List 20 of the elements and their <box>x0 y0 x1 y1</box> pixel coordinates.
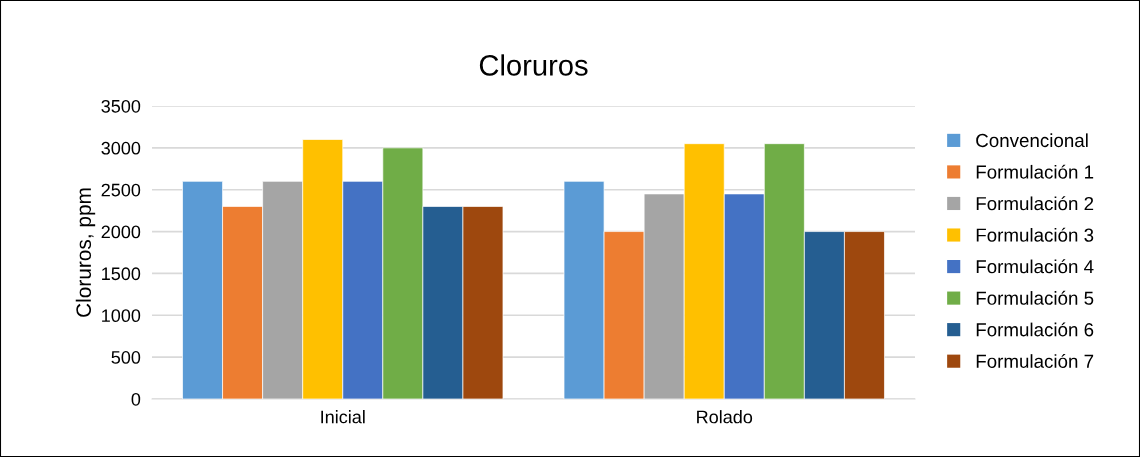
y-tick-label: 1000 <box>102 309 141 323</box>
legend-label: Formulación 5 <box>976 290 1094 305</box>
y-tick-label: 3500 <box>101 99 141 113</box>
legend-label: Formulación 6 <box>976 322 1094 337</box>
y-tick-label: 2000 <box>101 225 141 239</box>
legend-label: Formulación 4 <box>976 259 1094 274</box>
y-tick-label: 500 <box>111 351 141 364</box>
y-tick-label: 0 <box>131 392 141 406</box>
legend-label: Formulación 2 <box>976 196 1094 211</box>
x-tick-label: Rolado <box>697 410 753 424</box>
y-tick-label: 3000 <box>101 141 141 155</box>
legend-label: Formulación 3 <box>976 227 1094 242</box>
legend-label: Formulación 7 <box>976 353 1094 368</box>
legend-label: Formulación 1 <box>976 164 1094 179</box>
x-tick-label: Inicial <box>321 410 365 424</box>
legend-label: Convencional <box>976 133 1088 148</box>
y-tick-label: 2500 <box>101 183 141 197</box>
y-tick-label: 1500 <box>102 267 141 281</box>
y-axis-title: Cloruros, ppm <box>75 188 96 317</box>
chart-title: Cloruros <box>479 54 588 76</box>
